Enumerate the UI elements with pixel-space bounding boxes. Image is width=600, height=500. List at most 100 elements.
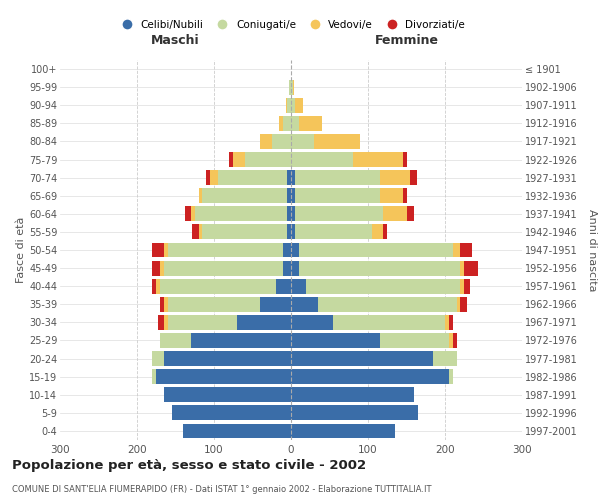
Bar	[233, 152, 245, 167]
Bar	[183, 424, 291, 438]
Bar	[160, 333, 191, 348]
Bar	[453, 242, 460, 258]
Bar	[202, 224, 287, 240]
Bar	[291, 80, 293, 94]
Bar	[291, 134, 314, 149]
Bar	[410, 170, 416, 185]
Bar	[291, 333, 380, 348]
Bar	[160, 279, 275, 293]
Bar	[260, 134, 272, 149]
Bar	[460, 279, 464, 293]
Bar	[291, 424, 395, 438]
Bar	[295, 224, 372, 240]
Bar	[164, 242, 168, 258]
Bar	[291, 206, 295, 221]
Bar	[164, 351, 291, 366]
Bar	[156, 279, 160, 293]
Bar	[210, 170, 218, 185]
Bar	[152, 242, 164, 258]
Bar	[168, 315, 237, 330]
Bar	[299, 116, 322, 131]
Bar	[206, 170, 210, 185]
Bar	[334, 315, 445, 330]
Bar	[195, 206, 287, 221]
Bar	[460, 260, 464, 276]
Bar	[283, 260, 291, 276]
Bar	[293, 80, 294, 94]
Bar	[280, 116, 283, 131]
Bar	[383, 224, 387, 240]
Bar	[229, 152, 233, 167]
Bar	[160, 260, 164, 276]
Bar	[291, 315, 334, 330]
Bar	[291, 188, 295, 203]
Bar	[237, 315, 291, 330]
Bar	[291, 224, 295, 240]
Bar	[164, 315, 168, 330]
Bar	[168, 297, 260, 312]
Bar	[291, 98, 295, 112]
Bar	[160, 297, 164, 312]
Bar	[403, 188, 407, 203]
Bar	[295, 188, 380, 203]
Bar	[283, 116, 291, 131]
Bar	[407, 206, 414, 221]
Bar	[291, 351, 433, 366]
Bar	[291, 242, 299, 258]
Bar	[457, 297, 460, 312]
Text: COMUNE DI SANT'ELIA FIUMERAPIDO (FR) - Dati ISTAT 1° gennaio 2002 - Elaborazione: COMUNE DI SANT'ELIA FIUMERAPIDO (FR) - D…	[12, 485, 431, 494]
Bar	[168, 242, 283, 258]
Bar	[164, 260, 283, 276]
Bar	[449, 333, 453, 348]
Bar	[291, 170, 295, 185]
Bar	[453, 333, 457, 348]
Bar	[185, 206, 191, 221]
Bar	[380, 188, 403, 203]
Bar	[202, 188, 287, 203]
Bar	[353, 152, 403, 167]
Text: Femmine: Femmine	[374, 34, 439, 48]
Bar	[299, 260, 460, 276]
Bar	[283, 242, 291, 258]
Bar	[158, 315, 164, 330]
Bar	[383, 206, 407, 221]
Bar	[291, 388, 414, 402]
Bar	[218, 170, 287, 185]
Bar	[199, 188, 202, 203]
Bar	[245, 152, 291, 167]
Bar	[275, 279, 291, 293]
Bar	[291, 116, 299, 131]
Text: Popolazione per età, sesso e stato civile - 2002: Popolazione per età, sesso e stato civil…	[12, 460, 366, 472]
Bar	[460, 297, 467, 312]
Bar	[291, 279, 307, 293]
Bar	[307, 279, 460, 293]
Bar	[464, 279, 470, 293]
Y-axis label: Anni di nascita: Anni di nascita	[587, 209, 597, 291]
Legend: Celibi/Nubili, Coniugati/e, Vedovi/e, Divorziati/e: Celibi/Nubili, Coniugati/e, Vedovi/e, Di…	[113, 16, 469, 34]
Bar	[291, 152, 353, 167]
Text: Maschi: Maschi	[151, 34, 200, 48]
Bar	[164, 388, 291, 402]
Bar	[287, 224, 291, 240]
Bar	[295, 98, 302, 112]
Bar	[287, 188, 291, 203]
Bar	[193, 224, 199, 240]
Bar	[372, 224, 383, 240]
Bar	[152, 351, 164, 366]
Bar	[152, 260, 160, 276]
Bar	[287, 170, 291, 185]
Bar	[164, 297, 168, 312]
Bar	[191, 206, 195, 221]
Bar	[291, 297, 318, 312]
Y-axis label: Fasce di età: Fasce di età	[16, 217, 26, 283]
Bar	[286, 98, 287, 112]
Bar	[380, 333, 449, 348]
Bar	[156, 369, 291, 384]
Bar	[291, 406, 418, 420]
Bar	[464, 260, 478, 276]
Bar	[291, 369, 449, 384]
Bar	[449, 315, 453, 330]
Bar	[445, 315, 449, 330]
Bar	[380, 170, 410, 185]
Bar	[191, 333, 291, 348]
